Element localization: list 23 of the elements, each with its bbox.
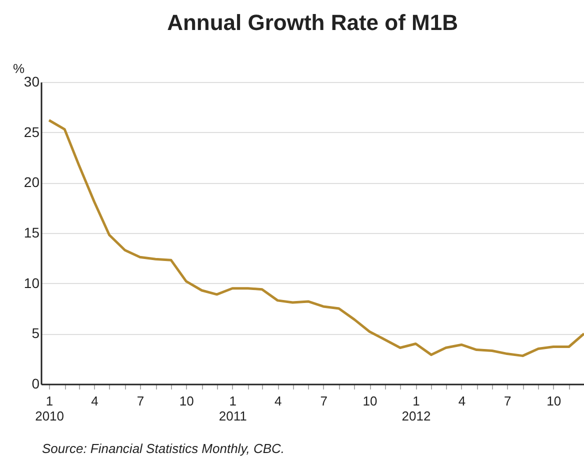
x-tick-label: 1 2010 [35, 394, 64, 424]
x-tick-label: 10 [546, 394, 562, 408]
y-tick-label: 25 [24, 124, 40, 140]
chart-title: Annual Growth Rate of M1B [167, 10, 458, 35]
y-tick-label: 20 [24, 174, 40, 190]
x-tick-label: 10 [362, 394, 378, 408]
x-tick-label: 1 2011 [218, 394, 247, 424]
y-tick-label: 0 [32, 376, 40, 392]
x-tick-label: 7 [504, 394, 512, 408]
y-tick-label: 5 [32, 325, 40, 342]
x-tick-label: 10 [179, 394, 194, 408]
x-tick-label: 4 [274, 394, 282, 408]
line-series [48, 119, 584, 358]
x-tick-label: 4 [91, 394, 98, 408]
x-tick-label: 7 [136, 394, 144, 408]
x-tick-label: 1 2012 [402, 394, 431, 424]
source-note: Source: Financial Statistics Monthly, CBC. [42, 441, 285, 456]
y-tick-label: 10 [24, 274, 40, 291]
y-tick-label: 15 [24, 224, 40, 240]
y-axis-title: % [13, 61, 25, 76]
y-tick-label: 30 [24, 74, 40, 90]
x-tick-label: 7 [320, 394, 328, 408]
x-tick-label: 4 [458, 394, 466, 408]
